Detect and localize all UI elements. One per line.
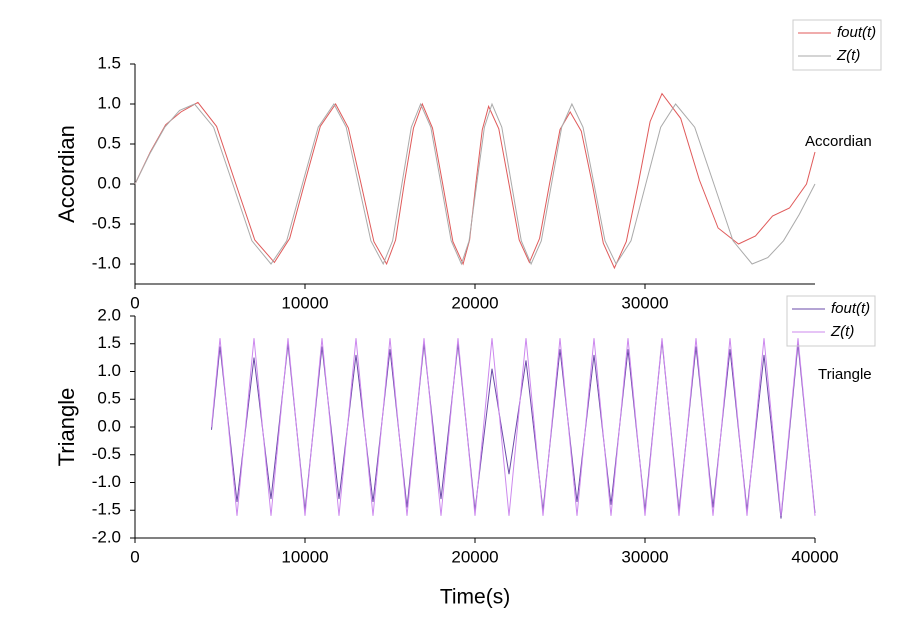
series-line [134, 92, 816, 270]
y-tick-label: 0.5 [97, 389, 121, 408]
y-axis-label: Accordian [54, 125, 79, 223]
y-tick-label: 2.0 [97, 305, 121, 324]
y-tick-label: -1.0 [92, 472, 121, 491]
y-tick-label: -1.0 [92, 253, 121, 272]
y-tick-label: 1.5 [97, 333, 121, 352]
y-tick-label: 1.0 [97, 361, 121, 380]
legend-box [792, 19, 882, 71]
legend-label: Z(t) [830, 323, 854, 340]
x-tick-label: 30000 [621, 547, 668, 566]
x-tick-label: 10000 [281, 293, 328, 312]
y-tick-label: 1.0 [97, 93, 121, 112]
y-tick-label: -0.5 [92, 213, 121, 232]
legend-box [786, 295, 876, 347]
x-tick-label: 10000 [281, 547, 328, 566]
y-tick-label: -1.5 [92, 500, 121, 519]
legend-label: fout(t) [831, 300, 870, 317]
legend-label: Z(t) [836, 47, 860, 64]
y-tick-label: -0.5 [92, 444, 121, 463]
annotation: Triangle [818, 366, 872, 383]
series-line [211, 340, 816, 519]
y-tick-label: 0.5 [97, 133, 121, 152]
x-tick-label: 0 [130, 547, 139, 566]
x-tick-label: 20000 [451, 293, 498, 312]
series-line [211, 338, 816, 516]
x-tick-label: 30000 [621, 293, 668, 312]
x-tick-label: 40000 [791, 547, 838, 566]
x-tick-label: 20000 [451, 547, 498, 566]
annotation: Accordian [805, 133, 872, 150]
legend-label: fout(t) [837, 24, 876, 41]
series-line [134, 102, 816, 266]
y-axis-label: Triangle [54, 388, 79, 467]
y-tick-label: 0.0 [97, 416, 121, 435]
x-tick-label: 0 [130, 293, 139, 312]
y-tick-label: -2.0 [92, 527, 121, 546]
x-axis-label: Time(s) [440, 586, 510, 609]
y-tick-label: 1.5 [97, 53, 121, 72]
y-tick-label: 0.0 [97, 173, 121, 192]
